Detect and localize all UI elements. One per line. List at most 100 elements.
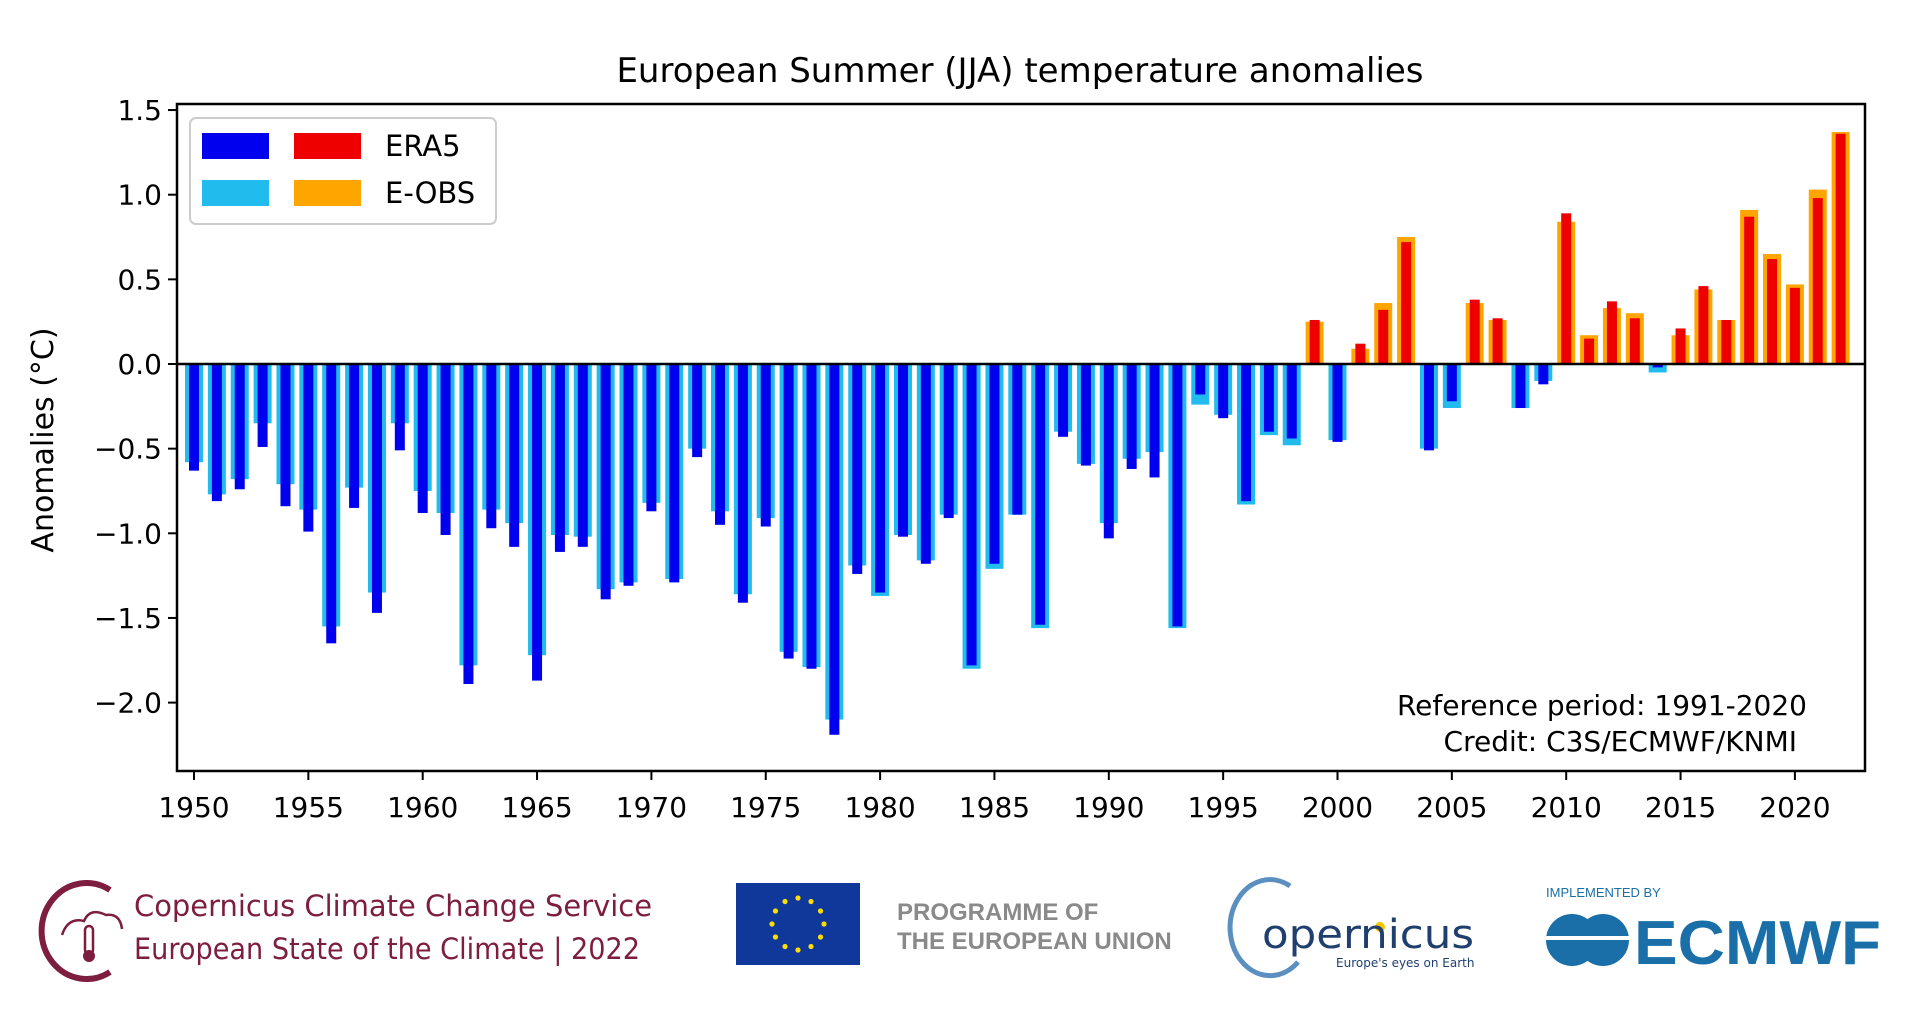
bar-era5-1993 [1172, 364, 1183, 627]
bar-era5-1954 [280, 364, 291, 507]
svg-text:Europe's eyes on Earth: Europe's eyes on Earth [1336, 956, 1474, 970]
bar-era5-2006 [1469, 299, 1480, 364]
bar-era5-1957 [349, 364, 360, 508]
bar-era5-2010 [1561, 213, 1572, 364]
bar-era5-1991 [1126, 364, 1137, 469]
bar-era5-1985 [989, 364, 1000, 564]
bar-era5-1969 [623, 364, 634, 586]
bar-era5-1997 [1263, 364, 1274, 432]
chart-title: European Summer (JJA) temperature anomal… [616, 51, 1423, 91]
x-axis: 1950 1955 1960 1965 1970 1975 1980 1985 1990 1995… [158, 771, 1831, 824]
bar-era5-1965 [532, 364, 543, 681]
bar-era5-1975 [760, 364, 771, 527]
annotation-reference-period: Reference period: 1991-2020 [1397, 689, 1807, 722]
bar-era5-1950 [189, 364, 199, 471]
bar-era5-2009 [1538, 364, 1549, 385]
c3s-subtitle: European State of the Climate | 2022 [134, 932, 640, 966]
legend-label-era5: ERA5 [385, 129, 461, 163]
bar-era5-1968 [600, 364, 611, 600]
bar-era5-1996 [1241, 364, 1252, 502]
y-axis: 1.5 1.0 0.5 0.0 −0.5 −1.0 −1.5 −2.0 [94, 94, 177, 720]
y-axis-label: Anomalies (°C) [26, 327, 61, 552]
bar-era5-1953 [257, 364, 268, 447]
bar-era5-2003 [1401, 242, 1412, 364]
x-tick-label: 1980 [844, 791, 915, 824]
bar-era5-2019 [1767, 259, 1778, 364]
legend-swatch-eobs-positive [294, 180, 361, 206]
bar-era5-2016 [1698, 286, 1709, 364]
bar-era5-1967 [577, 364, 588, 547]
bar-era5-2004 [1423, 364, 1434, 451]
bar-era5-2011 [1584, 338, 1595, 364]
bar-era5-1960 [417, 364, 428, 513]
eu-flag-icon [736, 883, 860, 965]
x-tick-label: 1965 [501, 791, 572, 824]
bar-era5-2007 [1492, 318, 1503, 364]
x-tick-label: 1995 [1188, 791, 1259, 824]
bar-era5-1951 [211, 364, 222, 502]
y-tick-label: −2.0 [94, 687, 162, 720]
bar-era5-1976 [783, 364, 794, 659]
y-tick-label: −1.0 [94, 517, 162, 550]
legend-swatch-eobs-negative [202, 180, 269, 206]
x-tick-label: 1990 [1073, 791, 1144, 824]
bar-era5-1971 [669, 364, 680, 583]
bar-era5-1998 [1286, 364, 1297, 439]
bar-era5-1983 [943, 364, 954, 519]
ecmwf-logo: ECMWF [1546, 909, 1881, 978]
legend: ERA5 E-OBS [189, 117, 497, 225]
eu-programme-line2: THE EUROPEAN UNION [897, 928, 1172, 955]
bar-era5-1980 [875, 364, 886, 593]
bar-era5-1966 [554, 364, 565, 552]
bar-era5-2005 [1446, 364, 1457, 402]
x-tick-label: 1955 [273, 791, 344, 824]
bar-era5-1994 [1195, 364, 1206, 395]
bar-era5-1977 [806, 364, 817, 669]
annotation-credit: Credit: C3S/ECMWF/KNMI [1444, 725, 1797, 758]
y-tick-label: 0.0 [117, 348, 162, 381]
bar-era5-1972 [692, 364, 703, 458]
bar-era5-1988 [1058, 364, 1069, 437]
bar-era5-1962 [463, 364, 474, 684]
x-tick-label: 2015 [1645, 791, 1716, 824]
bar-era5-1986 [1012, 364, 1023, 515]
bar-era5-1961 [440, 364, 451, 535]
bar-era5-1999 [1309, 319, 1320, 364]
bar-era5-1970 [646, 364, 657, 512]
x-tick-label: 1975 [730, 791, 801, 824]
bar-era5-1984 [966, 364, 977, 666]
bar-era5-1963 [486, 364, 497, 529]
bar-era5-2014 [1652, 364, 1663, 368]
bar-era5-1964 [509, 364, 520, 547]
bar-era5-1989 [1080, 364, 1091, 466]
x-tick-label: 1985 [959, 791, 1030, 824]
bar-era5-2013 [1629, 318, 1640, 364]
bar-era5-1974 [737, 364, 748, 603]
bar-era5-1992 [1149, 364, 1160, 478]
legend-swatch-era5-positive [294, 133, 361, 159]
eu-programme-line1: PROGRAMME OF [897, 899, 1098, 926]
bar-era5-1952 [234, 364, 245, 490]
x-tick-label: 1960 [387, 791, 458, 824]
bar-era5-2022 [1835, 133, 1846, 364]
bar-era5-1981 [897, 364, 908, 537]
x-tick-label: 2010 [1531, 791, 1602, 824]
bar-era5-1959 [394, 364, 405, 451]
bar-era5-2008 [1515, 364, 1526, 409]
x-tick-label: 2005 [1416, 791, 1487, 824]
bar-era5-1990 [1103, 364, 1114, 539]
y-tick-label: 1.5 [117, 94, 162, 127]
legend-label-eobs: E-OBS [385, 176, 475, 210]
legend-swatch-era5-negative [202, 133, 269, 159]
bar-era5-1955 [303, 364, 314, 532]
x-tick-label: 2000 [1302, 791, 1373, 824]
svg-text:ECMWF: ECMWF [1634, 909, 1881, 978]
y-tick-label: 0.5 [117, 263, 162, 296]
bar-era5-2000 [1332, 364, 1343, 442]
y-tick-label: −1.5 [94, 602, 162, 635]
x-tick-label: 1950 [158, 791, 229, 824]
copernicus-logo: opernicus Europe's eyes on Earth [1227, 877, 1474, 979]
bar-era5-1956 [326, 364, 337, 644]
bar-era5-2012 [1606, 301, 1617, 364]
